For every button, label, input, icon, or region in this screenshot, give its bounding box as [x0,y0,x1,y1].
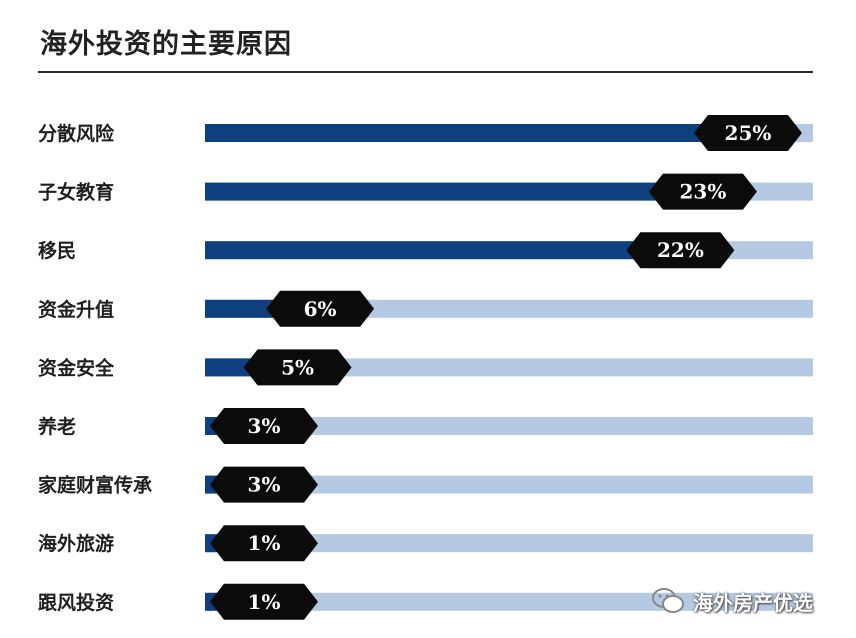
value-label-badge [210,408,318,444]
category-label: 资金升值 [38,298,114,321]
value-label: 23% [680,180,727,204]
value-label: 3% [248,414,281,438]
category-label: 养老 [37,415,76,438]
bar [205,182,723,201]
category-label: 跟风投资 [38,591,114,614]
value-label: 1% [248,590,281,614]
category-label: 资金安全 [38,356,115,379]
value-label-badge [626,232,735,269]
value-label-badge [210,466,318,503]
watermark: 海外房产优选 [651,586,813,616]
watermark-text: 海外房产优选 [693,590,813,615]
bar-track [205,534,813,553]
wechat-icon [652,588,684,613]
bar-track [205,475,813,494]
bar-track [205,358,813,377]
bar-track [205,417,813,435]
value-label: 1% [248,531,281,555]
bar [205,241,701,260]
chart-title: 海外投资的主要原因 [40,29,292,60]
category-label: 海外旅游 [38,532,114,555]
value-label: 22% [657,238,704,262]
category-label: 子女教育 [38,181,114,204]
category-label: 分散风险 [38,122,115,145]
value-label-badge [210,583,318,620]
bar [205,124,768,142]
value-label-badge [210,525,318,562]
category-label: 家庭财富传承 [38,474,152,497]
value-label-badge [243,349,352,386]
value-label-badge [648,173,757,210]
value-label: 25% [725,121,772,145]
value-label-badge [266,290,375,327]
category-label: 移民 [38,239,76,262]
value-label-badge [693,115,802,151]
value-label: 5% [281,355,314,379]
value-label: 6% [304,297,337,321]
title-divider [38,71,813,73]
value-label: 3% [248,473,281,497]
